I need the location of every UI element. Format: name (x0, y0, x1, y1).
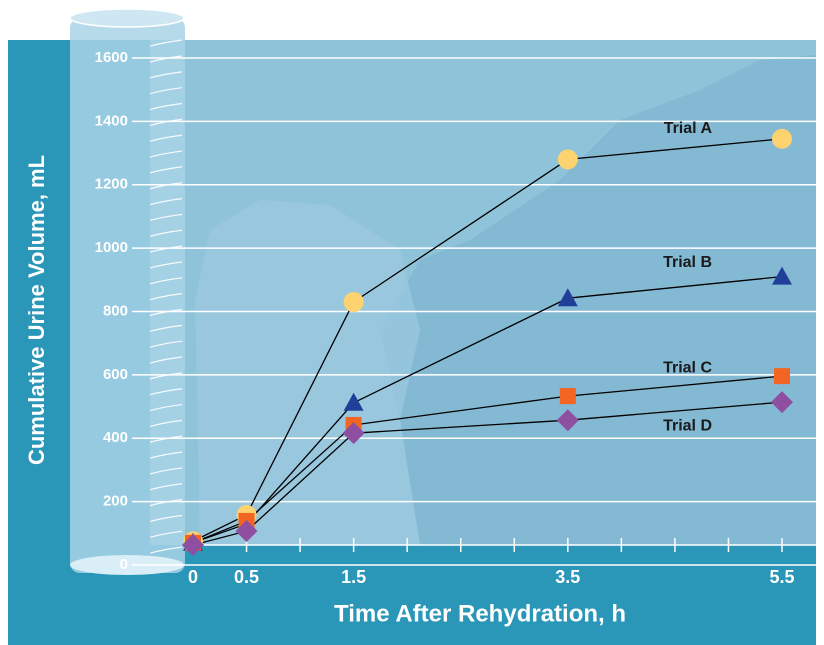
series-label: Trial D (663, 417, 712, 434)
x-tick-label: 1.5 (341, 567, 366, 587)
series-label: Trial B (663, 254, 712, 271)
x-tick-label: 3.5 (555, 567, 580, 587)
marker (559, 388, 576, 405)
cylinder-body (70, 18, 185, 573)
cylinder-graduation (149, 514, 183, 523)
marker (771, 391, 793, 414)
marker (774, 368, 790, 385)
y-tick-label: 1600 (95, 49, 128, 66)
y-tick-label: 1400 (95, 112, 128, 129)
marker (342, 422, 365, 445)
cylinder-graduation (149, 102, 183, 111)
cylinder-top (69, 8, 185, 28)
cylinder-graduation (149, 39, 183, 47)
cylinder-graduation (149, 356, 183, 364)
series-label: Trial A (664, 120, 713, 137)
cylinder-graduation (149, 277, 183, 285)
cylinder-graduation (149, 403, 183, 412)
y-tick-label: 1200 (95, 176, 128, 193)
silhouette (380, 55, 816, 545)
cylinder-graduation (149, 166, 183, 174)
cylinder-base (70, 555, 184, 575)
y-tick-label: 600 (103, 366, 128, 383)
y-tick-label: 200 (103, 493, 128, 510)
x-tick-label: 5.5 (769, 567, 794, 587)
cylinder-graduation (149, 71, 183, 79)
marker (556, 409, 579, 432)
x-tick-label: 0.5 (234, 567, 259, 587)
marker (772, 128, 792, 149)
marker (343, 291, 364, 312)
cylinder (69, 8, 185, 575)
marker (235, 520, 258, 543)
marker (182, 534, 204, 557)
series-label: Trial C (663, 359, 712, 376)
cylinder-graduation (149, 451, 183, 459)
cylinder-graduation (149, 419, 183, 427)
cylinder-graduation (149, 229, 183, 237)
cylinder-graduation (149, 261, 183, 269)
cylinder-graduation (149, 150, 183, 158)
cylinder-graduation (149, 546, 183, 554)
x-axis-label: Time After Rehydration, h (334, 600, 626, 627)
cylinder-graduation (149, 388, 183, 396)
cylinder-graduation (149, 197, 183, 206)
y-tick-label: 0 (120, 556, 128, 573)
cylinder-graduation (149, 293, 183, 301)
cylinder-graduation (149, 483, 183, 491)
y-axis-label: Cumulative Urine Volume, mL (24, 155, 49, 465)
marker (557, 149, 578, 170)
cylinder-graduation (149, 87, 183, 95)
x-tick-label: 0 (188, 567, 198, 587)
y-tick-label: 800 (103, 302, 128, 319)
cylinder-graduation (149, 530, 183, 538)
cylinder-graduation (149, 467, 183, 475)
cylinder-graduation (149, 324, 183, 332)
silhouette (195, 200, 420, 545)
marker (343, 392, 364, 411)
y-tick-label: 1000 (95, 239, 128, 256)
marker (557, 288, 578, 307)
cylinder-graduation (149, 340, 183, 348)
marker (772, 266, 792, 285)
y-tick-label: 400 (103, 429, 128, 446)
cylinder-graduation (149, 213, 183, 222)
cylinder-graduation (149, 134, 183, 142)
